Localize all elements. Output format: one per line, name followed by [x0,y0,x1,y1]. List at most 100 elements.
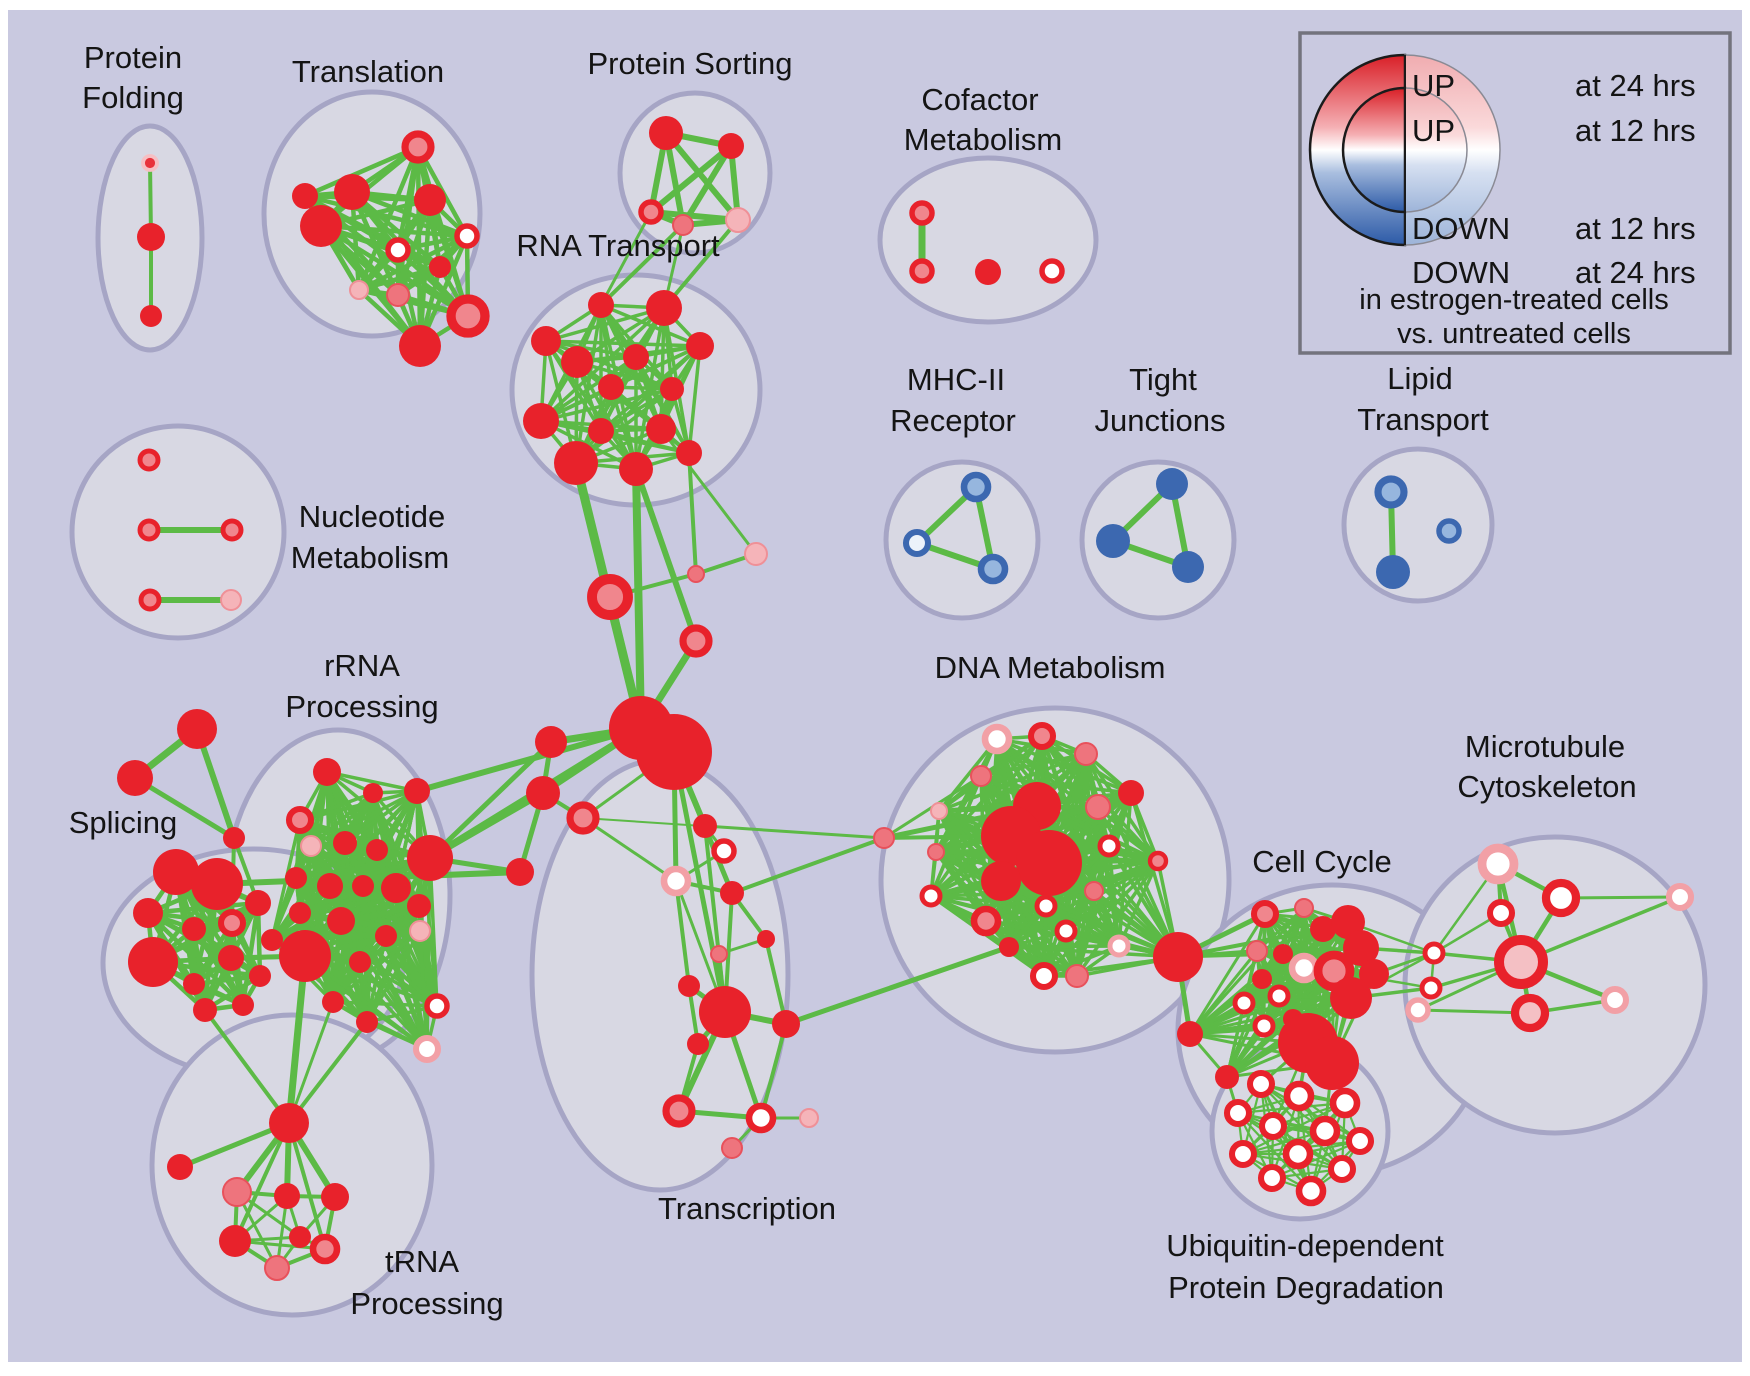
cluster-label: Splicing [69,805,178,840]
network-node [687,1033,709,1055]
network-node [1283,1080,1315,1112]
cluster-label: Metabolism [291,540,450,575]
network-node [757,930,775,948]
network-node [526,776,560,810]
network-node [535,726,567,758]
network-node [744,542,768,566]
network-node [687,565,705,583]
network-node [220,518,244,542]
legend-footer: vs. untreated cells [1397,318,1631,350]
network-node [1153,932,1203,982]
network-node [1215,1065,1239,1089]
network-node [679,624,713,658]
cluster-label: Transport [1357,402,1489,437]
network-node [1510,993,1550,1033]
network-node [1477,843,1519,885]
network-node [523,403,559,439]
network-node [970,765,992,787]
network-node [1258,1111,1288,1141]
network-node [424,993,450,1019]
network-node [1054,919,1078,943]
network-node [1494,935,1548,989]
network-node [264,1255,290,1281]
network-node [638,199,664,225]
network-node [1118,780,1144,806]
network-node [429,256,451,278]
cluster-label: Translation [292,54,444,89]
network-nodes [117,116,1695,1281]
network-node [725,207,751,233]
network-node [1147,850,1169,872]
network-node [167,1154,193,1180]
network-node [289,902,311,924]
network-node [799,1108,819,1128]
cluster-label: Protein [84,40,182,75]
cluster-ellipse-microtubule-cytoskeleton [1402,834,1708,1136]
network-node [140,305,162,327]
network-node [977,553,1009,585]
network-node [1359,959,1389,989]
network-node [1246,1069,1276,1099]
network-node [1294,898,1314,918]
network-node [646,414,676,444]
network-node [588,292,614,318]
cluster-label: Protein Degradation [1168,1270,1444,1305]
network-node [1029,961,1059,991]
network-node [446,294,490,338]
network-node [399,325,441,367]
legend-footer: in estrogen-treated cells [1359,284,1669,316]
network-node [1252,1014,1276,1038]
network-node [960,471,992,503]
network-node [930,802,948,820]
network-node [1327,1154,1357,1184]
network-node [177,709,217,749]
cluster-label: rRNA [324,648,400,683]
legend-direction-label: UP [1412,113,1455,148]
network-node [349,280,369,300]
network-node [404,778,430,804]
network-node [1329,1087,1361,1119]
network-node [710,945,728,963]
cluster-label: Ubiquitin-dependent [1166,1228,1444,1263]
network-node [412,1034,442,1064]
network-node [672,214,694,236]
cluster-label: Microtubule [1465,729,1625,764]
network-node [1084,881,1104,901]
network-node [1486,898,1516,928]
network-node [1257,1163,1287,1193]
network-node [1343,930,1379,966]
network-node [1405,997,1431,1023]
cluster-label: Lipid [1387,361,1453,396]
network-node [1267,984,1291,1008]
network-node [981,723,1013,755]
network-node [506,858,534,886]
network-node [873,827,895,849]
legend-direction-label: DOWN [1412,255,1510,290]
network-node [117,760,153,796]
cluster-label: Processing [285,689,438,724]
network-node [745,1102,777,1134]
network-node [1665,882,1695,912]
network-node [352,875,374,897]
network-node [333,831,357,855]
network-node [1177,1021,1203,1047]
network-node [686,332,714,360]
network-node [249,965,271,987]
network-node [678,975,700,997]
network-node [292,183,318,209]
network-node [138,588,162,612]
cluster-label: DNA Metabolism [935,650,1166,685]
network-node [1305,1036,1359,1090]
network-node [245,890,271,916]
network-node [409,920,431,942]
cluster-ellipse-cofactor-metabolism [877,155,1099,325]
network-node [182,917,206,941]
legend-time-label: at 12 hrs [1575,113,1696,148]
network-node [1310,916,1336,942]
network-node [561,346,593,378]
cluster-label: Tight [1129,362,1197,397]
network-node [623,344,649,370]
network-node [222,1177,252,1207]
